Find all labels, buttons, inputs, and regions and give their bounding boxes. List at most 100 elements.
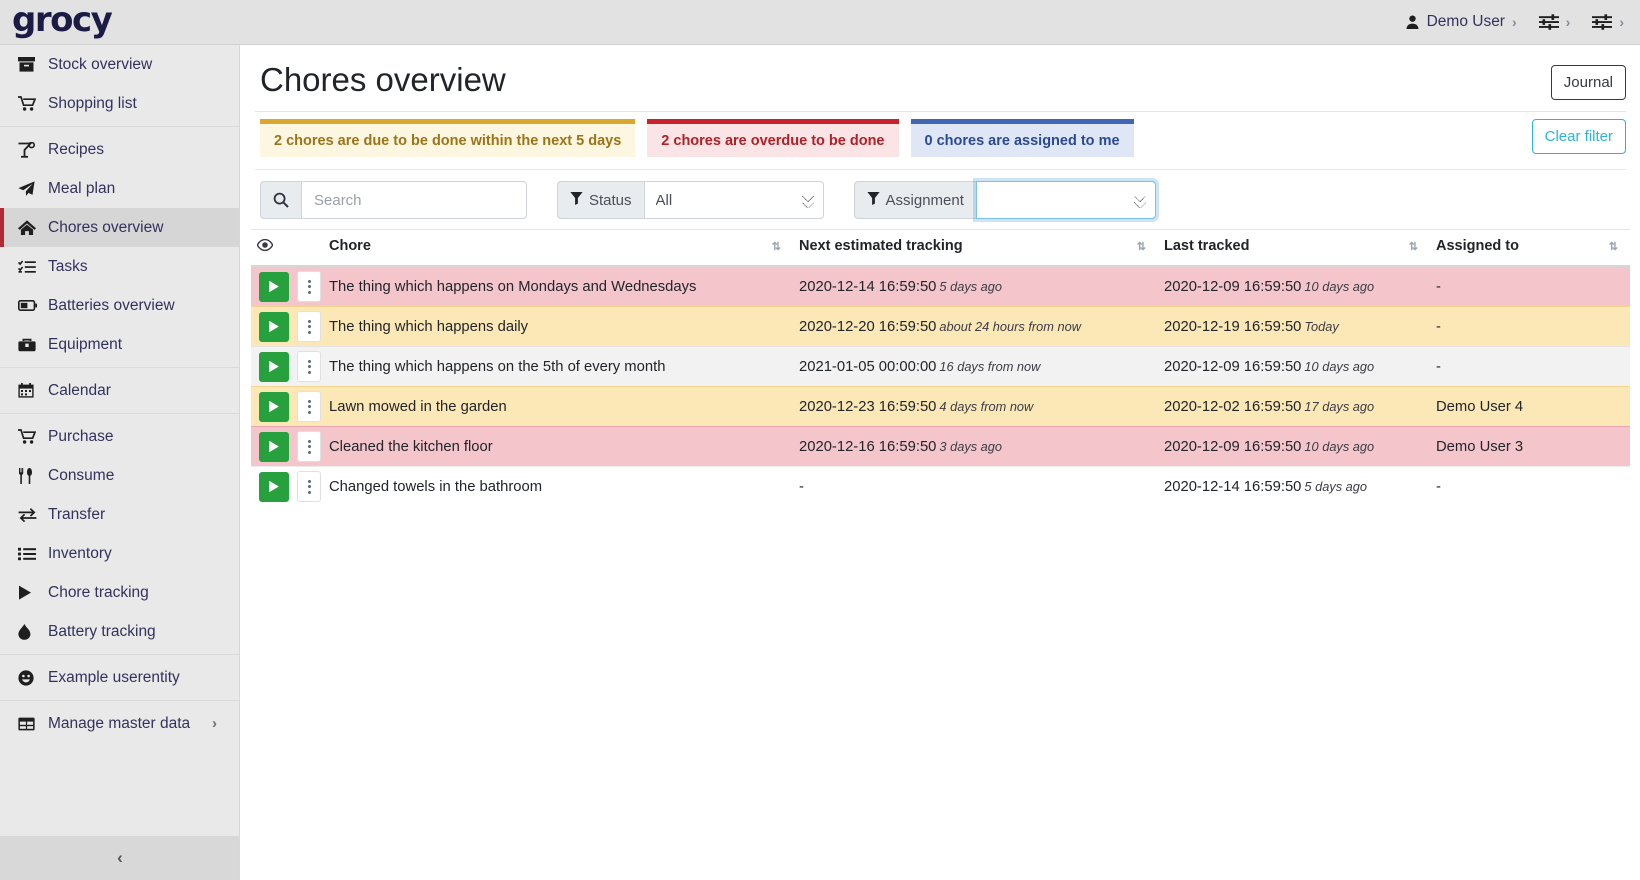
sidebar-item-label: Consume (48, 466, 115, 484)
row-menu-button[interactable] (297, 271, 321, 302)
status-pill-row: 2 chores are due to be done within the n… (251, 112, 1630, 157)
table-header: ⇅ Chore ⇅ Next estimated tracking ⇅ Last… (251, 229, 1630, 267)
sort-icon[interactable]: ⇅ (1408, 241, 1418, 253)
chore-name[interactable]: Cleaned the kitchen floor (329, 438, 493, 455)
assigned-to-value: Demo User 3 (1436, 438, 1524, 455)
search-input[interactable] (301, 181, 527, 219)
assigned-to-value: - (1436, 278, 1441, 295)
sidebar-item-battery-tracking[interactable]: Battery tracking (0, 612, 239, 651)
status-label-text: Status (589, 191, 632, 209)
sidebar-item-transfer[interactable]: Transfer (0, 495, 239, 534)
sidebar-item-purchase[interactable]: Purchase (0, 417, 239, 456)
play-icon (268, 480, 280, 493)
table-icon (18, 717, 40, 731)
track-chore-button[interactable] (259, 311, 289, 342)
assigned-to-value: - (1436, 478, 1441, 495)
column-header-assigned-to[interactable]: ⇅ Assigned to (1430, 229, 1630, 267)
row-menu-button[interactable] (297, 471, 321, 502)
brand-logo[interactable]: grocy (0, 0, 240, 45)
last-tracked-date: 2020-12-09 16:59:50 (1164, 438, 1302, 455)
track-chore-button[interactable] (259, 391, 289, 422)
play-icon (268, 400, 280, 413)
chore-name[interactable]: Changed towels in the bathroom (329, 478, 543, 495)
cell-assigned-to: - (1430, 466, 1630, 506)
filter-icon (866, 191, 880, 209)
list-icon (18, 547, 40, 561)
sidebar-item-inventory[interactable]: Inventory (0, 534, 239, 573)
cell-assigned-to: - (1430, 265, 1630, 307)
track-chore-button[interactable] (259, 431, 289, 462)
chore-name[interactable]: The thing which happens daily (329, 318, 529, 335)
column-header-last-tracked[interactable]: ⇅ Last tracked (1158, 229, 1430, 267)
cell-last-tracked: 2020-12-19 16:59:50 Today (1158, 306, 1430, 347)
sidebar-item-label: Inventory (48, 544, 112, 562)
row-menu-button[interactable] (297, 431, 321, 462)
sidebar-item-label: Recipes (48, 140, 104, 158)
status-select[interactable]: All (643, 181, 824, 219)
sidebar-item-recipes[interactable]: Recipes (0, 130, 239, 169)
row-action-group (251, 387, 323, 426)
eye-icon[interactable] (256, 238, 274, 255)
status-pill[interactable]: 2 chores are overdue to be done (647, 119, 899, 157)
column-label: Next estimated tracking (799, 238, 963, 254)
column-header-visibility[interactable] (251, 229, 323, 267)
settings-menu[interactable]: › (1538, 14, 1570, 30)
track-chore-button[interactable] (259, 471, 289, 502)
chore-name[interactable]: Lawn mowed in the garden (329, 398, 507, 415)
chore-name[interactable]: The thing which happens on the 5th of ev… (329, 358, 666, 375)
sidebar-item-consume[interactable]: Consume (0, 456, 239, 495)
play-icon (268, 440, 280, 453)
column-header-next-estimated-tracking[interactable]: ⇅ Next estimated tracking (793, 229, 1158, 267)
row-actions-cell (251, 265, 323, 307)
cart-icon (18, 96, 40, 111)
sidebar-item-calendar[interactable]: Calendar (0, 371, 239, 410)
next-estimated-tracking-date: 2020-12-14 16:59:50 (799, 278, 937, 295)
tools-menu[interactable]: › (1592, 14, 1624, 30)
assignment-filter-group: Assignment (853, 181, 1156, 219)
clear-filter-button[interactable]: Clear filter (1531, 119, 1626, 154)
track-chore-button[interactable] (259, 271, 289, 302)
sidebar-item-label: Battery tracking (48, 622, 156, 640)
status-pill[interactable]: 2 chores are due to be done within the n… (260, 119, 636, 157)
sidebar-item-meal-plan[interactable]: Meal plan (0, 169, 239, 208)
next-estimated-tracking-relative: 16 days from now (939, 358, 1041, 374)
column-header-chore[interactable]: ⇅ Chore (323, 229, 793, 267)
sidebar-item-chore-tracking[interactable]: Chore tracking (0, 573, 239, 612)
sidebar-item-tasks[interactable]: Tasks (0, 247, 239, 286)
cell-last-tracked: 2020-12-14 16:59:50 5 days ago (1158, 466, 1430, 506)
sidebar-item-example-userentity[interactable]: Example userentity (0, 658, 239, 697)
journal-button[interactable]: Journal (1550, 65, 1626, 100)
sidebar-divider (0, 413, 239, 414)
sidebar-item-chores-overview[interactable]: Chores overview (0, 208, 239, 247)
last-tracked-relative: Today (1304, 318, 1339, 334)
sidebar-collapse-button[interactable]: ‹ (0, 836, 239, 880)
sidebar-item-batteries-overview[interactable]: Batteries overview (0, 286, 239, 325)
charge-icon (18, 623, 40, 640)
track-chore-button[interactable] (259, 351, 289, 382)
chore-name[interactable]: The thing which happens on Mondays and W… (329, 278, 697, 295)
status-pill[interactable]: 0 chores are assigned to me (910, 119, 1134, 157)
status-pill-label: 2 chores are overdue to be done (661, 133, 885, 149)
sidebar-item-label: Transfer (48, 505, 106, 523)
sliders-icon (1592, 14, 1613, 30)
sort-icon[interactable]: ⇅ (1136, 241, 1146, 253)
play-icon (268, 360, 280, 373)
next-estimated-tracking-date: 2020-12-16 16:59:50 (799, 438, 937, 455)
row-menu-button[interactable] (297, 311, 321, 342)
sidebar-item-label: Purchase (48, 427, 114, 445)
row-menu-button[interactable] (297, 391, 321, 422)
next-estimated-tracking-relative: 5 days ago (939, 278, 1003, 294)
sort-icon[interactable]: ⇅ (1608, 241, 1618, 253)
table-row: Cleaned the kitchen floor 2020-12-16 16:5… (251, 426, 1630, 467)
sidebar-item-stock-overview[interactable]: Stock overview (0, 45, 239, 84)
assignment-select[interactable] (975, 181, 1156, 219)
sort-icon[interactable]: ⇅ (771, 241, 781, 253)
user-menu[interactable]: Demo User › (1405, 13, 1517, 31)
main-content: Chores overview Journal 2 chores are due… (241, 45, 1640, 880)
row-menu-button[interactable] (297, 351, 321, 382)
row-actions-cell (251, 386, 323, 427)
sidebar-item-equipment[interactable]: Equipment (0, 325, 239, 364)
sidebar-item-manage-master-data[interactable]: Manage master data › (0, 704, 239, 743)
sidebar-item-shopping-list[interactable]: Shopping list (0, 84, 239, 123)
user-icon (1405, 14, 1420, 30)
